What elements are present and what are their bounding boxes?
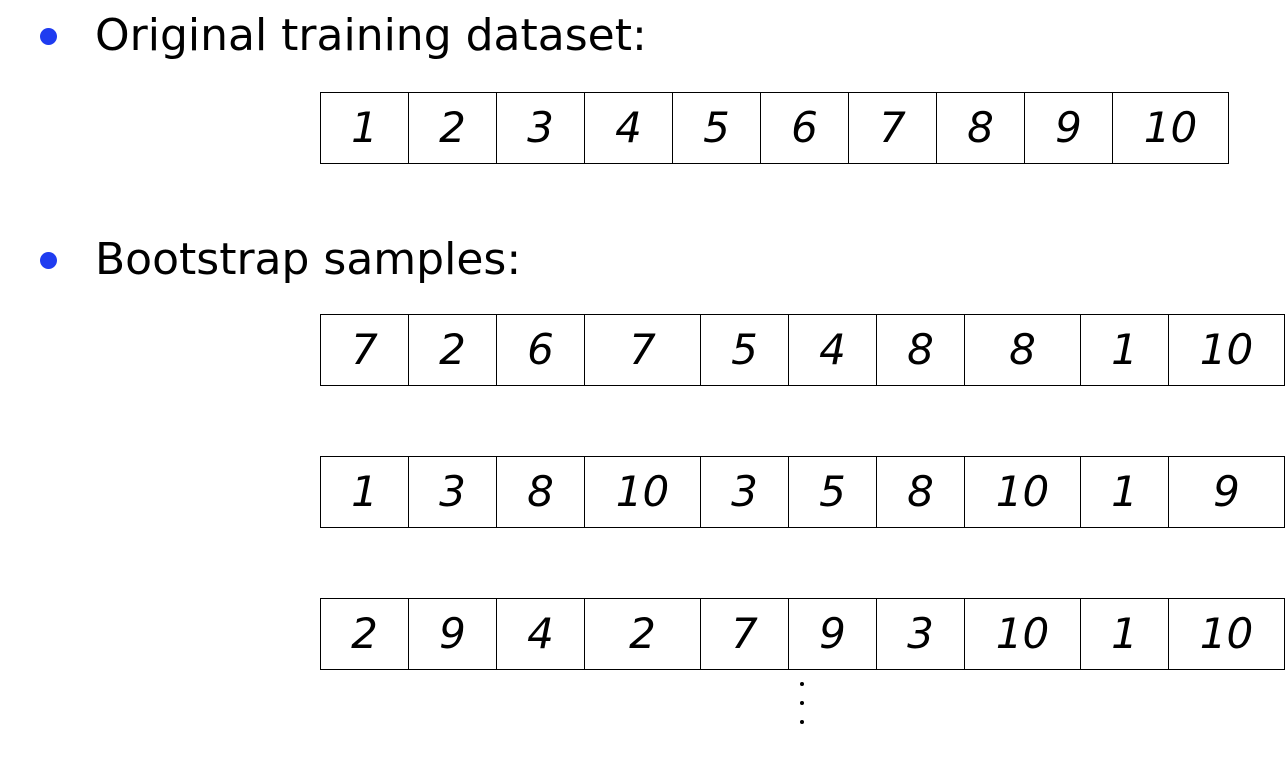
dataset-cell: 10 bbox=[1112, 92, 1229, 164]
dataset-cell: 2 bbox=[408, 92, 497, 164]
sample-cell: 9 bbox=[1168, 456, 1285, 528]
sample-cell: 6 bbox=[496, 314, 585, 386]
dataset-cell: 7 bbox=[848, 92, 937, 164]
sample-cell: 2 bbox=[584, 598, 701, 670]
bullet-dot-icon bbox=[40, 251, 57, 269]
sample-cell: 5 bbox=[788, 456, 877, 528]
sample-cell: 10 bbox=[584, 456, 701, 528]
bootstrap-sample-row-1: 7 2 6 7 5 4 8 8 1 10 bbox=[320, 314, 1285, 386]
bullet-dot-icon bbox=[40, 27, 57, 45]
dataset-cell: 8 bbox=[936, 92, 1025, 164]
sample-cell: 2 bbox=[408, 314, 497, 386]
sample-cell: 1 bbox=[1080, 598, 1169, 670]
dataset-cell: 4 bbox=[584, 92, 673, 164]
vertical-ellipsis-icon bbox=[792, 682, 812, 744]
sample-cell: 7 bbox=[700, 598, 789, 670]
sample-cell: 3 bbox=[876, 598, 965, 670]
sample-cell: 3 bbox=[700, 456, 789, 528]
sample-cell: 2 bbox=[320, 598, 409, 670]
sample-cell: 10 bbox=[1168, 314, 1285, 386]
bullet-label-bootstrap: Bootstrap samples: bbox=[95, 234, 522, 285]
sample-cell: 7 bbox=[584, 314, 701, 386]
sample-cell: 7 bbox=[320, 314, 409, 386]
original-dataset-row: 1 2 3 4 5 6 7 8 9 10 bbox=[320, 92, 1229, 164]
sample-cell: 4 bbox=[496, 598, 585, 670]
dataset-cell: 3 bbox=[496, 92, 585, 164]
bootstrap-sample-row-2: 1 3 8 10 3 5 8 10 1 9 bbox=[320, 456, 1285, 528]
sample-cell: 9 bbox=[408, 598, 497, 670]
sample-cell: 5 bbox=[700, 314, 789, 386]
bullet-bootstrap-samples: Bootstrap samples: bbox=[40, 238, 521, 282]
dataset-cell: 1 bbox=[320, 92, 409, 164]
sample-cell: 1 bbox=[1080, 456, 1169, 528]
sample-cell: 1 bbox=[1080, 314, 1169, 386]
sample-cell: 3 bbox=[408, 456, 497, 528]
sample-cell: 9 bbox=[788, 598, 877, 670]
dataset-cell: 6 bbox=[760, 92, 849, 164]
sample-cell: 8 bbox=[876, 314, 965, 386]
sample-cell: 1 bbox=[320, 456, 409, 528]
sample-cell: 10 bbox=[964, 456, 1081, 528]
bootstrap-sample-row-3: 2 9 4 2 7 9 3 10 1 10 bbox=[320, 598, 1285, 670]
dataset-cell: 9 bbox=[1024, 92, 1113, 164]
sample-cell: 8 bbox=[496, 456, 585, 528]
sample-cell: 10 bbox=[1168, 598, 1285, 670]
sample-cell: 8 bbox=[876, 456, 965, 528]
sample-cell: 8 bbox=[964, 314, 1081, 386]
bullet-original-dataset: Original training dataset: bbox=[40, 14, 647, 58]
dataset-cell: 5 bbox=[672, 92, 761, 164]
bullet-label-original: Original training dataset: bbox=[95, 10, 647, 61]
sample-cell: 10 bbox=[964, 598, 1081, 670]
sample-cell: 4 bbox=[788, 314, 877, 386]
